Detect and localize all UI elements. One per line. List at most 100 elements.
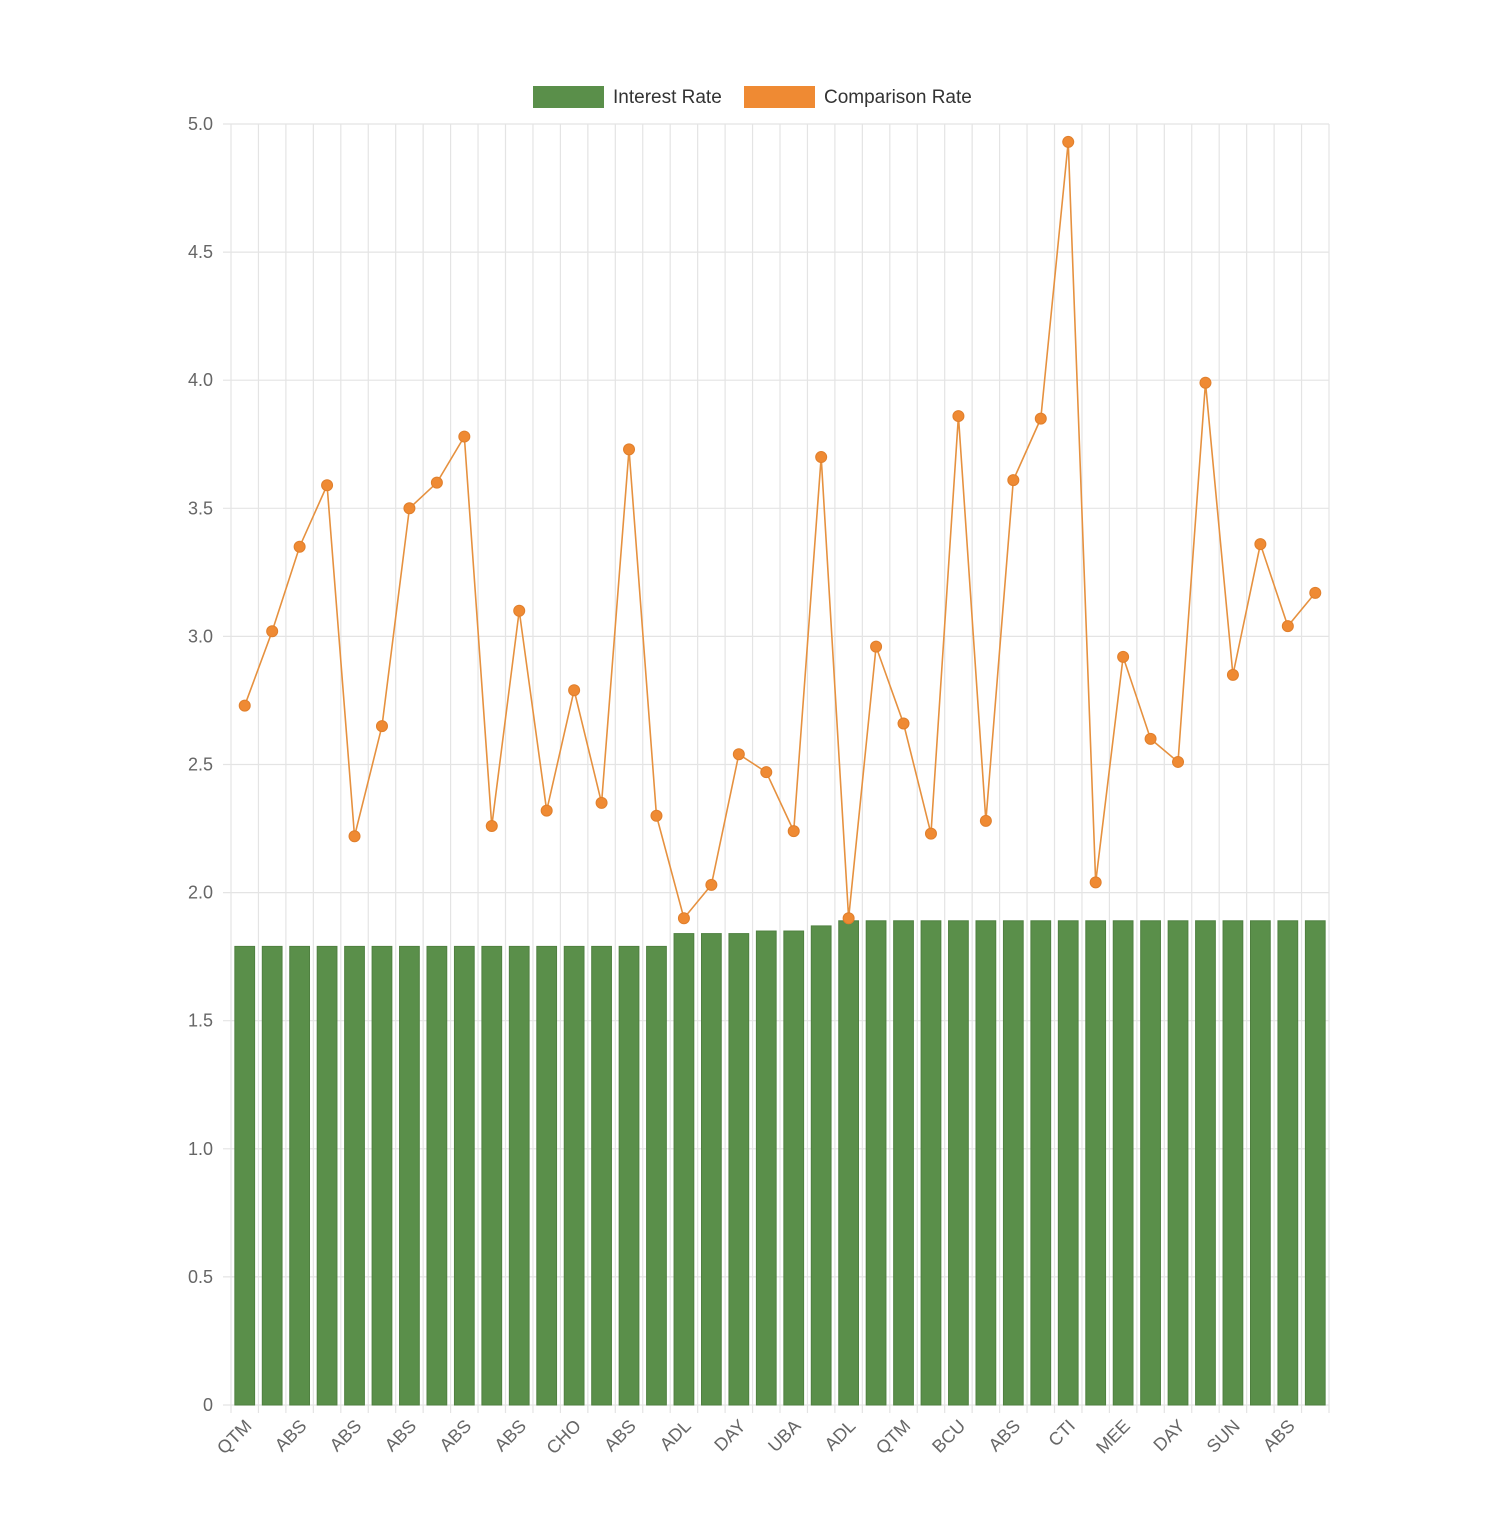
y-tick-label: 4.0 bbox=[188, 370, 213, 390]
bar-interest-rate[interactable] bbox=[700, 933, 722, 1406]
bar-interest-rate[interactable] bbox=[1222, 920, 1244, 1406]
bar-interest-rate[interactable] bbox=[865, 920, 887, 1406]
x-tick-label: ABS bbox=[271, 1416, 311, 1456]
bar-interest-rate[interactable] bbox=[810, 925, 832, 1406]
bar-interest-rate[interactable] bbox=[591, 945, 612, 1406]
point-comparison-rate[interactable] bbox=[1172, 755, 1185, 768]
bar-interest-rate[interactable] bbox=[1112, 920, 1134, 1406]
point-comparison-rate[interactable] bbox=[842, 912, 855, 925]
point-comparison-rate[interactable] bbox=[1199, 376, 1212, 389]
y-tick-label: 0.5 bbox=[188, 1267, 213, 1287]
point-comparison-rate[interactable] bbox=[266, 625, 279, 638]
point-comparison-rate[interactable] bbox=[870, 640, 883, 653]
bar-interest-rate[interactable] bbox=[1057, 920, 1079, 1406]
bar-interest-rate[interactable] bbox=[289, 945, 311, 1406]
point-comparison-rate[interactable] bbox=[1309, 586, 1322, 599]
bar-interest-rate[interactable] bbox=[1085, 920, 1107, 1406]
bar-interest-rate[interactable] bbox=[1304, 920, 1326, 1406]
legend-item-comparison-rate[interactable]: Comparison Rate bbox=[744, 86, 972, 108]
bar-interest-rate[interactable] bbox=[646, 945, 667, 1406]
bar-interest-rate[interactable] bbox=[1249, 920, 1271, 1406]
point-comparison-rate[interactable] bbox=[321, 479, 334, 492]
point-comparison-rate[interactable] bbox=[705, 878, 718, 891]
point-comparison-rate[interactable] bbox=[897, 717, 910, 730]
y-tick-label: 1.5 bbox=[188, 1011, 213, 1031]
point-comparison-rate[interactable] bbox=[375, 720, 388, 733]
bar-interest-rate[interactable] bbox=[975, 920, 997, 1406]
point-comparison-rate[interactable] bbox=[1254, 538, 1267, 551]
y-tick-label: 4.5 bbox=[188, 242, 213, 262]
bar-interest-rate[interactable] bbox=[948, 920, 969, 1406]
bar-interest-rate[interactable] bbox=[426, 945, 448, 1406]
point-comparison-rate[interactable] bbox=[924, 827, 937, 840]
bar-interest-rate[interactable] bbox=[1140, 920, 1161, 1406]
point-comparison-rate[interactable] bbox=[1034, 412, 1047, 425]
bar-interest-rate[interactable] bbox=[508, 945, 530, 1406]
bar-interest-rate[interactable] bbox=[838, 920, 860, 1406]
x-tick-label: ABS bbox=[490, 1416, 530, 1456]
point-comparison-rate[interactable] bbox=[513, 604, 526, 617]
bar-interest-rate[interactable] bbox=[755, 930, 777, 1406]
x-tick-label: ABS bbox=[1259, 1416, 1299, 1456]
bar-interest-rate[interactable] bbox=[481, 945, 503, 1406]
point-comparison-rate[interactable] bbox=[238, 699, 251, 712]
bar-interest-rate[interactable] bbox=[920, 920, 942, 1406]
bar-interest-rate[interactable] bbox=[1030, 920, 1052, 1406]
y-tick-label: 2.0 bbox=[188, 883, 213, 903]
bar-interest-rate[interactable] bbox=[728, 933, 750, 1406]
point-comparison-rate[interactable] bbox=[1117, 650, 1130, 663]
x-tick-label: UBA bbox=[764, 1416, 804, 1456]
y-tick-label: 0 bbox=[203, 1395, 213, 1415]
bar-interest-rate[interactable] bbox=[1167, 920, 1189, 1406]
x-tick-label: ADL bbox=[821, 1416, 860, 1455]
point-comparison-rate[interactable] bbox=[1144, 732, 1157, 745]
point-comparison-rate[interactable] bbox=[430, 476, 443, 489]
point-comparison-rate[interactable] bbox=[1007, 474, 1020, 487]
point-comparison-rate[interactable] bbox=[1226, 668, 1239, 681]
y-tick-label: 3.5 bbox=[188, 498, 213, 518]
point-comparison-rate[interactable] bbox=[979, 814, 992, 827]
legend-label-interest-rate: Interest Rate bbox=[613, 87, 722, 108]
bar-interest-rate[interactable] bbox=[1195, 920, 1216, 1406]
point-comparison-rate[interactable] bbox=[568, 684, 581, 697]
y-tick-label: 2.5 bbox=[188, 755, 213, 775]
bar-interest-rate[interactable] bbox=[618, 945, 640, 1406]
y-tick-label: 5.0 bbox=[188, 114, 213, 134]
point-comparison-rate[interactable] bbox=[787, 825, 800, 838]
bar-interest-rate[interactable] bbox=[673, 933, 695, 1406]
bar-interest-rate[interactable] bbox=[344, 945, 365, 1406]
point-comparison-rate[interactable] bbox=[677, 912, 690, 925]
point-comparison-rate[interactable] bbox=[293, 540, 306, 553]
bar-interest-rate[interactable] bbox=[1277, 920, 1299, 1406]
bar-interest-rate[interactable] bbox=[453, 945, 475, 1406]
y-tick-label: 1.0 bbox=[188, 1139, 213, 1159]
point-comparison-rate[interactable] bbox=[815, 451, 828, 464]
bar-interest-rate[interactable] bbox=[261, 945, 283, 1406]
bar-interest-rate[interactable] bbox=[371, 945, 393, 1406]
x-tick-label: CTI bbox=[1044, 1416, 1079, 1451]
bar-interest-rate[interactable] bbox=[399, 945, 420, 1406]
bar-interest-rate[interactable] bbox=[893, 920, 914, 1406]
point-comparison-rate[interactable] bbox=[1281, 620, 1294, 633]
point-comparison-rate[interactable] bbox=[348, 830, 361, 843]
bar-interest-rate[interactable] bbox=[563, 945, 585, 1406]
legend-item-interest-rate[interactable]: Interest Rate bbox=[533, 86, 722, 108]
point-comparison-rate[interactable] bbox=[458, 430, 471, 443]
bar-interest-rate[interactable] bbox=[783, 930, 805, 1406]
point-comparison-rate[interactable] bbox=[732, 748, 745, 761]
point-comparison-rate[interactable] bbox=[485, 819, 498, 832]
point-comparison-rate[interactable] bbox=[540, 804, 553, 817]
point-comparison-rate[interactable] bbox=[623, 443, 636, 456]
point-comparison-rate[interactable] bbox=[952, 410, 965, 423]
bar-interest-rate[interactable] bbox=[234, 945, 256, 1406]
point-comparison-rate[interactable] bbox=[760, 766, 773, 779]
point-comparison-rate[interactable] bbox=[595, 796, 608, 809]
point-comparison-rate[interactable] bbox=[403, 502, 416, 515]
point-comparison-rate[interactable] bbox=[1089, 876, 1102, 889]
point-comparison-rate[interactable] bbox=[650, 809, 663, 822]
bar-interest-rate[interactable] bbox=[1002, 920, 1024, 1406]
bar-interest-rate[interactable] bbox=[316, 945, 338, 1406]
point-comparison-rate[interactable] bbox=[1062, 135, 1075, 148]
bar-interest-rate[interactable] bbox=[536, 945, 558, 1406]
